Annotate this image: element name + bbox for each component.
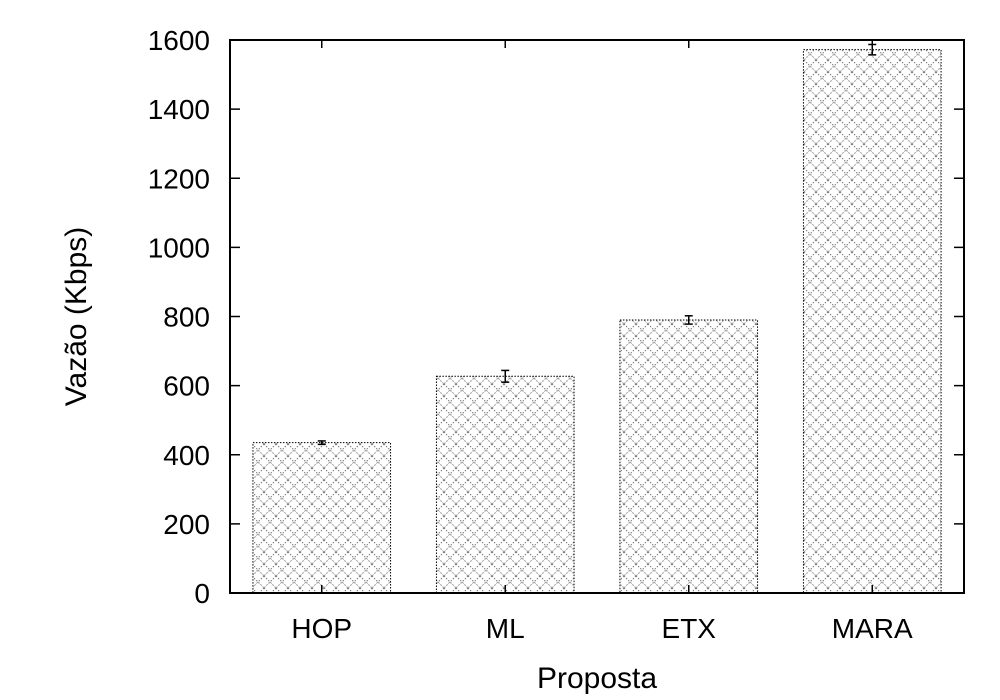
bar-hop xyxy=(252,442,392,594)
y-tick-label-1600: 1600 xyxy=(148,25,210,56)
bar-mara xyxy=(802,49,942,594)
errorbars-layer xyxy=(317,43,877,446)
y-tick-label-400: 400 xyxy=(163,440,210,471)
y-axis-ticks: 0 200 400 600 800 1000 1200 1400 1600 xyxy=(148,25,964,609)
x-tick-label-etx: ETX xyxy=(662,613,717,644)
error-bar-ml xyxy=(501,369,510,383)
y-tick-label-0: 0 xyxy=(194,578,210,609)
y-tick-label-600: 600 xyxy=(163,371,210,402)
x-tick-label-ml: ML xyxy=(486,613,525,644)
x-tick-label-mara: MARA xyxy=(832,613,913,644)
bar-ml xyxy=(435,375,575,594)
error-bar-etx xyxy=(684,315,693,325)
y-tick-label-1200: 1200 xyxy=(148,163,210,194)
y-tick-label-1000: 1000 xyxy=(148,232,210,263)
x-tick-label-hop: HOP xyxy=(291,613,352,644)
x-axis-ticks: HOP ML ETX MARA xyxy=(291,40,913,644)
y-axis-title: Vazão (Kbps) xyxy=(60,227,93,407)
y-tick-label-200: 200 xyxy=(163,509,210,540)
bar-etx xyxy=(619,319,759,594)
bars-layer xyxy=(252,49,942,594)
y-tick-label-800: 800 xyxy=(163,302,210,333)
x-axis-title: Proposta xyxy=(537,662,657,695)
y-tick-label-1400: 1400 xyxy=(148,94,210,125)
error-bar-hop xyxy=(317,440,326,446)
